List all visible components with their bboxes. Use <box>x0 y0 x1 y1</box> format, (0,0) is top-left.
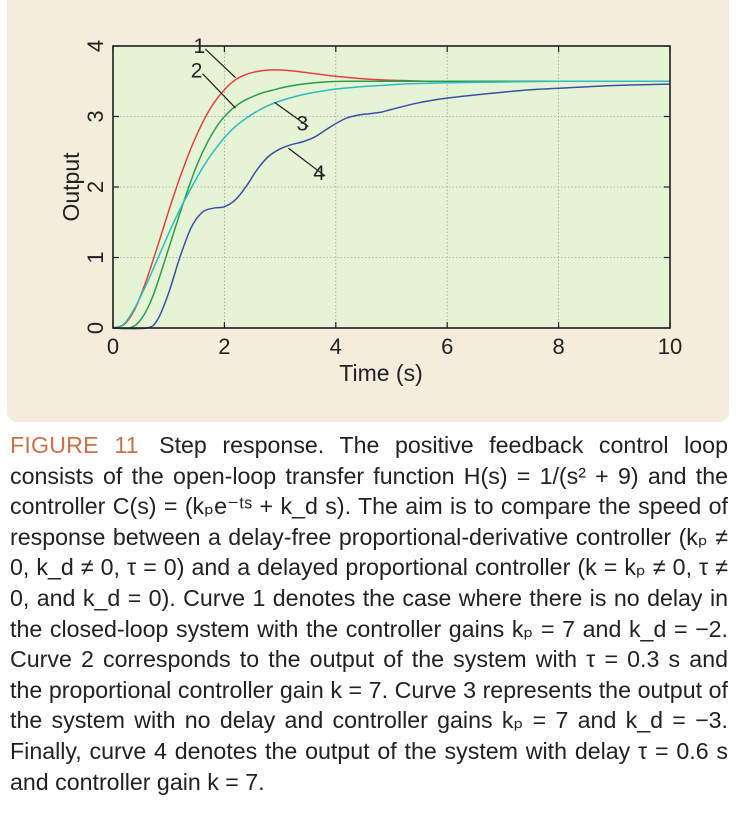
x-tick-label: 6 <box>441 334 453 359</box>
series-line-3 <box>112 80 670 329</box>
annotation-leader-1 <box>204 48 236 79</box>
y-tick-label: 1 <box>83 251 108 263</box>
x-tick-label: 2 <box>218 334 230 359</box>
series-line-4 <box>112 83 671 330</box>
grid <box>113 46 670 328</box>
axis-ticks: 0 2 4 6 8 10 0 1 2 3 4 <box>83 40 682 359</box>
y-tick-label: 3 <box>83 110 108 122</box>
x-tick-label: 4 <box>330 334 342 359</box>
step-response-chart: 1 2 3 4 0 2 4 6 8 10 0 1 2 3 4 Time (s) Output <box>58 35 682 386</box>
curve-label-3: 3 <box>297 113 309 136</box>
figure-number: 11 <box>114 432 139 458</box>
figure-caption: FIGURE 11 Step response. The positive fe… <box>10 430 728 797</box>
y-tick-label: 4 <box>83 40 108 52</box>
curve-label-2: 2 <box>191 60 203 83</box>
x-axis-label: Time (s) <box>339 360 422 386</box>
annotation-leader-4 <box>288 147 326 177</box>
x-tick-label: 10 <box>658 334 682 359</box>
series-line-2 <box>112 80 670 330</box>
y-axis-label: Output <box>58 152 84 222</box>
annotation-leader-3 <box>274 101 309 128</box>
x-tick-label: 0 <box>107 334 119 359</box>
y-tick-label: 2 <box>83 181 108 193</box>
caption-text: Step response. The positive feedback con… <box>10 432 728 795</box>
figure-panel: 1 2 3 4 0 2 4 6 8 10 0 1 2 3 4 Time (s) Output <box>7 0 729 422</box>
annotation-leader-2 <box>202 73 236 109</box>
figure-label: FIGURE <box>10 432 99 458</box>
x-tick-label: 8 <box>552 334 564 359</box>
series-layer <box>112 69 671 330</box>
curve-label-4: 4 <box>313 162 325 185</box>
plot-area <box>113 46 670 328</box>
y-tick-label: 0 <box>83 322 108 334</box>
